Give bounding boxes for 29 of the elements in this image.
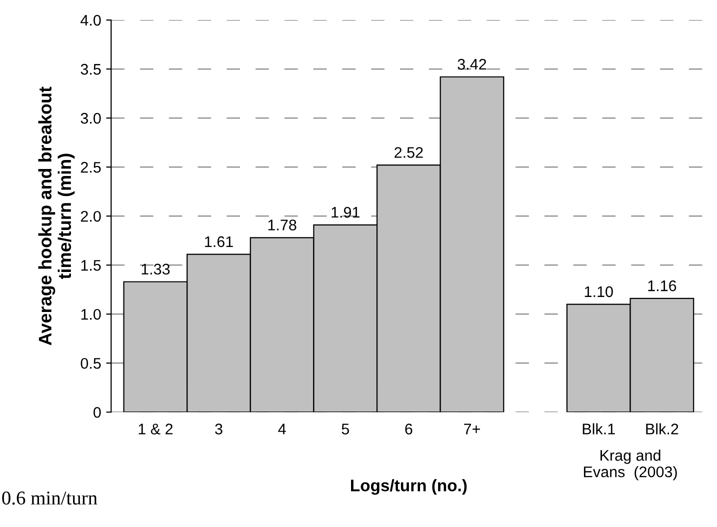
x-tick-label: Blk.1 (582, 423, 615, 434)
x-tick-label: 1 & 2 (138, 424, 173, 434)
text: Krag and Evans (2003) (584, 450, 677, 480)
y-tick-label: 0 (94, 406, 101, 418)
x-tick-label: 7+ (464, 424, 480, 434)
data-label: 1.61 (205, 236, 233, 248)
y-tick-label: 0.5 (80, 358, 101, 369)
x-tick-label: 3 (215, 424, 222, 434)
y-tick-label: 1.0 (81, 308, 101, 320)
text: 0.6 min/turn (2, 491, 98, 505)
x-tick-label: 5 (342, 424, 349, 434)
y-tick-label: 3.5 (80, 64, 101, 75)
data-label: 2.52 (394, 147, 423, 158)
x-tick-label: 6 (405, 424, 412, 434)
data-label: 3.42 (458, 58, 486, 70)
y-tick-label: 1.5 (81, 260, 101, 271)
y-axis-title: Average hookup and breakout time/turn (min) (38, 86, 75, 346)
y-tick-label: 2.5 (80, 162, 101, 173)
x-tick-label: Blk.2 (646, 423, 678, 434)
data-label: 1.91 (332, 206, 360, 218)
data-label: 1.33 (142, 264, 170, 275)
x-tick-label: 4 (278, 424, 286, 434)
y-tick-label: 2.0 (80, 210, 101, 222)
y-tick-label: 3.0 (80, 112, 101, 124)
y-tick-label: 4.0 (80, 14, 101, 26)
data-label: 1.10 (584, 286, 613, 298)
data-label: 1.78 (268, 220, 296, 230)
x-axis-title: Logs/turn (no.) (351, 479, 467, 495)
data-label: 1.16 (648, 280, 676, 292)
